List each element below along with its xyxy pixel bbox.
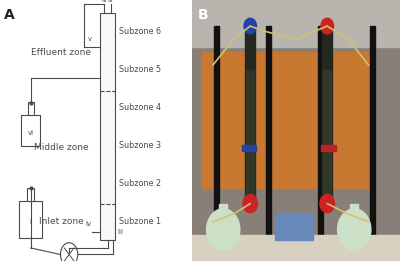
Text: Subzone 6: Subzone 6: [119, 27, 161, 37]
Bar: [245, 26, 256, 204]
Circle shape: [321, 18, 334, 34]
Text: iv: iv: [101, 0, 108, 3]
Bar: [214, 26, 220, 235]
Bar: [28, 102, 34, 115]
Text: Inlet zone: Inlet zone: [39, 217, 84, 226]
Text: Subzone 2: Subzone 2: [119, 179, 161, 188]
Bar: [350, 204, 358, 214]
Bar: [192, 0, 400, 47]
Text: iv: iv: [108, 0, 114, 3]
Bar: [192, 235, 400, 261]
Text: A: A: [4, 8, 14, 22]
Circle shape: [206, 209, 240, 251]
Text: Middle zone: Middle zone: [34, 143, 89, 152]
Bar: [318, 26, 324, 235]
Bar: [370, 26, 376, 235]
Bar: [27, 188, 34, 201]
Bar: [246, 70, 254, 201]
Text: Subzone 1: Subzone 1: [119, 217, 161, 226]
Bar: [100, 13, 115, 240]
Bar: [324, 70, 331, 201]
Bar: [321, 145, 336, 151]
Circle shape: [320, 194, 334, 213]
Bar: [322, 26, 332, 204]
Bar: [219, 204, 227, 214]
Bar: [242, 145, 256, 151]
Circle shape: [60, 243, 78, 261]
Circle shape: [243, 194, 258, 213]
Text: Subzone 3: Subzone 3: [119, 141, 161, 150]
Text: vi: vi: [28, 130, 34, 136]
Bar: [275, 214, 313, 240]
Bar: [266, 26, 272, 235]
Text: v: v: [87, 36, 92, 42]
Circle shape: [244, 18, 256, 34]
Text: i: i: [30, 219, 32, 225]
Circle shape: [338, 209, 371, 251]
Text: iii: iii: [117, 229, 123, 235]
Bar: [21, 115, 40, 146]
Text: B: B: [198, 8, 209, 22]
Text: iv: iv: [85, 221, 91, 227]
Text: Subzone 5: Subzone 5: [119, 65, 161, 74]
Text: Effluent zone: Effluent zone: [32, 48, 92, 57]
Bar: [19, 201, 42, 238]
Bar: [202, 52, 369, 188]
Text: Subzone 4: Subzone 4: [119, 103, 161, 112]
